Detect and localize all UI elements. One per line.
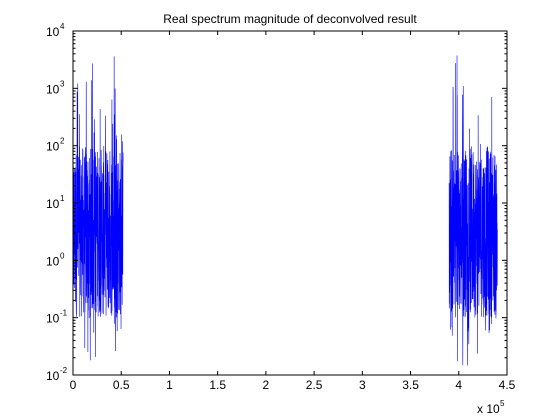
y-tick-label-base: 10 xyxy=(46,369,60,383)
y-tick-label-exponent: -2 xyxy=(60,366,68,375)
x-tick-label: 1.5 xyxy=(209,378,226,392)
x-tick-label: 3 xyxy=(359,378,366,392)
x-axis-scale-factor: x 10 5 xyxy=(477,399,505,416)
x-tick-label: 0.5 xyxy=(113,378,130,392)
y-tick-label-exponent: 3 xyxy=(60,79,65,88)
y-tick-label-base: 10 xyxy=(46,140,60,154)
y-tick-label-base: 10 xyxy=(46,197,60,211)
y-tick-label-base: 10 xyxy=(46,254,60,268)
x-tick-label: 4 xyxy=(455,378,462,392)
x-tick-label: 2 xyxy=(263,378,270,392)
x-tick-label: 0 xyxy=(70,378,77,392)
spectrum-cluster-2 xyxy=(448,55,498,366)
x-tick-label: 2.5 xyxy=(306,378,323,392)
y-tick-label-base: 10 xyxy=(46,312,60,326)
y-tick-label-exponent: 2 xyxy=(60,137,65,146)
y-tick-label-exponent: 1 xyxy=(60,194,65,203)
y-tick-label-exponent: 0 xyxy=(60,251,65,260)
x-tick-label: 3.5 xyxy=(402,378,419,392)
x-scale-base: x 10 xyxy=(477,402,500,416)
chart-title: Real spectrum magnitude of deconvolved r… xyxy=(163,12,417,26)
x-scale-exponent: 5 xyxy=(500,399,505,408)
y-tick-label-exponent: 4 xyxy=(60,22,65,31)
spectrum-cluster-1 xyxy=(72,56,124,361)
x-axis: 0 0.5 1 1.5 2 2.5 3 3.5 4 4.5 xyxy=(70,31,516,392)
plot-series xyxy=(72,55,498,366)
y-tick-label-exponent: -1 xyxy=(60,309,68,318)
x-tick-label: 1 xyxy=(166,378,173,392)
y-tick-label-base: 10 xyxy=(46,25,60,39)
x-tick-label: 4.5 xyxy=(499,378,516,392)
y-tick-label-base: 10 xyxy=(46,82,60,96)
